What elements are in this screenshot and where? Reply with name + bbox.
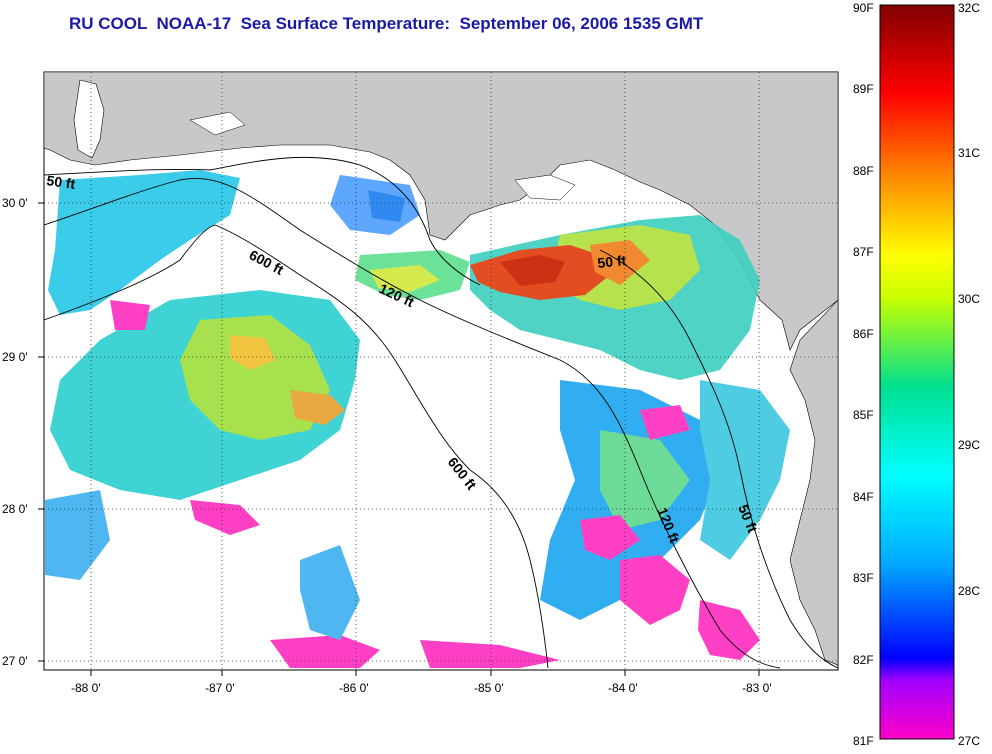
apalachicola-bay [514, 174, 576, 201]
cbar-label-29c: 29C [958, 438, 980, 452]
cbar-label-86f: 86F [853, 327, 874, 341]
cbar-label-83f: 83F [853, 571, 874, 585]
contour-label-50ft-west: 50 ft [46, 172, 77, 192]
cbar-label-32c: 32C [958, 1, 980, 15]
cbar-label-87f: 87F [853, 245, 874, 259]
lon-tick-83: -83 0' [742, 681, 772, 695]
mobile-bay [73, 79, 105, 159]
contour-label-50ft-north: 50 ft [597, 252, 628, 271]
cbar-label-90f: 90F [853, 1, 874, 15]
lat-tick-28: 28 0' [2, 502, 28, 516]
lat-tick-30: 30 0' [2, 196, 28, 210]
lon-tick-86: -86 0' [339, 681, 369, 695]
cbar-label-81f: 81F [853, 734, 874, 748]
cbar-label-30c: 30C [958, 292, 980, 306]
cbar-label-84f: 84F [853, 490, 874, 504]
cbar-label-88f: 88F [853, 164, 874, 178]
contour-600ft [44, 224, 549, 669]
lon-tick-88: -88 0' [71, 681, 101, 695]
contour-50ft-west [44, 156, 481, 286]
cbar-label-89f: 89F [853, 82, 874, 96]
cbar-label-27c: 27C [958, 734, 980, 748]
contour-50ft-east [599, 249, 838, 669]
cbar-label-28c: 28C [958, 584, 980, 598]
land-north [44, 72, 838, 351]
lon-tick-84: -84 0' [608, 681, 638, 695]
cbar-label-82f: 82F [853, 653, 874, 667]
lon-tick-85: -85 0' [474, 681, 504, 695]
contour-120ft [44, 178, 781, 669]
sst-data [45, 170, 790, 668]
cbar-label-85f: 85F [853, 408, 874, 422]
cbar-label-31c: 31C [958, 146, 980, 160]
lon-tick-87: -87 0' [205, 681, 235, 695]
lat-tick-29: 29 0' [2, 350, 28, 364]
map-title: RU COOL NOAA-17 Sea Surface Temperature:… [69, 14, 704, 33]
lat-tick-27: 27 0' [2, 654, 28, 668]
choctaw-bay [189, 111, 246, 136]
colorbar [879, 4, 955, 740]
